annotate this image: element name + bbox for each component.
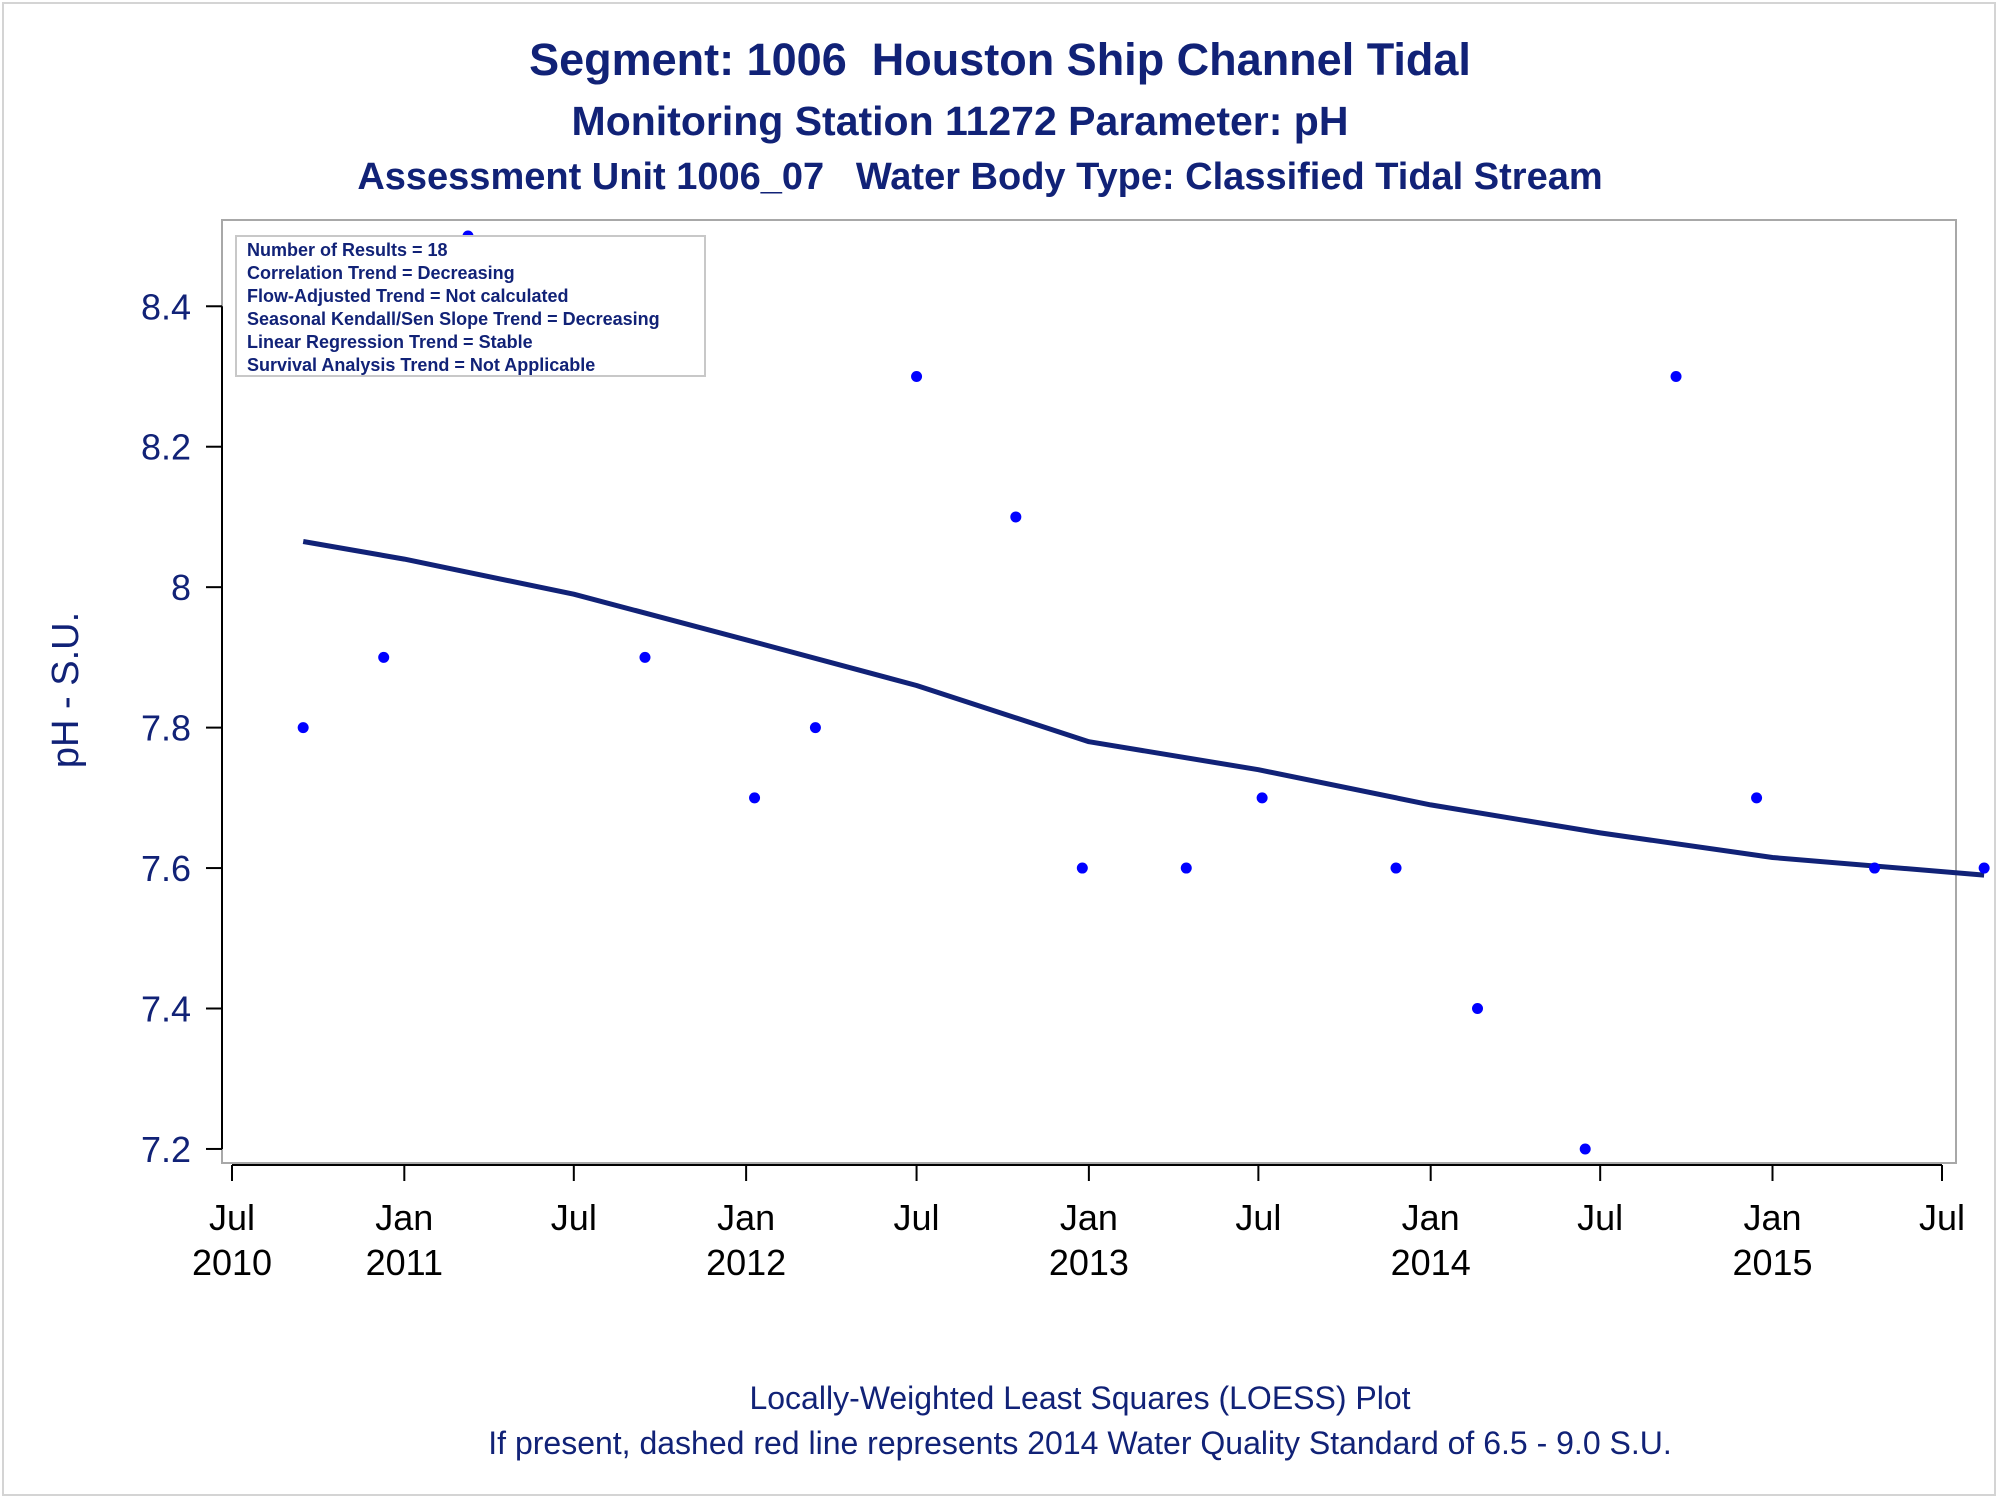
x-tick-year-label: 2013 [1049,1242,1129,1283]
x-tick-label: Jul [209,1197,255,1238]
x-tick-label: Jan [1060,1197,1118,1238]
x-tick-label: Jul [1919,1197,1965,1238]
stats-box-border [235,235,706,377]
stats-line: Linear Regression Trend = Stable [247,332,533,352]
data-point [1751,792,1763,804]
x-tick-label: Jul [1235,1197,1281,1238]
chart-title: Segment: 1006 Houston Ship Channel Tidal [529,34,1471,85]
stats-line: Flow-Adjusted Trend = Not calculated [247,286,569,306]
footnote-method: Locally-Weighted Least Squares (LOESS) P… [749,1380,1411,1416]
data-point [911,370,923,382]
y-tick-label: 7.2 [141,1129,191,1170]
x-tick-label: Jan [1743,1197,1801,1238]
data-point [639,651,651,663]
y-tick-label: 7.6 [141,848,191,889]
x-tick-label: Jan [1402,1197,1460,1238]
x-tick-label: Jan [717,1197,775,1238]
y-tick-label: 8 [171,567,191,608]
x-tick-year-label: 2011 [366,1242,443,1283]
y-axis-label: pH - S.U. [45,612,87,768]
data-point [1180,862,1192,874]
footnote-standard: If present, dashed red line represents 2… [488,1425,1672,1461]
data-point [1670,370,1682,382]
stats-line: Correlation Trend = Decreasing [247,263,515,283]
data-point [378,651,390,663]
data-point [1472,1003,1484,1015]
x-tick-label: Jul [551,1197,597,1238]
x-tick-year-label: 2010 [192,1242,272,1283]
x-tick-label: Jan [375,1197,433,1238]
data-point [1256,792,1268,804]
stats-line: Survival Analysis Trend = Not Applicable [247,355,595,375]
loess-line [302,539,1985,878]
chart-subtitle-station: Monitoring Station 11272 Parameter: pH [571,98,1349,144]
data-point [749,792,761,804]
chart-subtitle-assessment: Assessment Unit 1006_07 Water Body Type:… [357,156,1603,198]
y-tick-label: 8.2 [141,427,191,468]
loess-layer [302,539,1985,878]
data-point [1010,511,1022,523]
x-tick-label: Jul [894,1197,940,1238]
data-point [1579,1143,1591,1155]
x-tick-year-label: 2015 [1732,1242,1812,1283]
y-tick-label: 8.4 [141,286,191,327]
data-point [1869,862,1881,874]
data-point [809,722,821,734]
data-point [1076,862,1088,874]
x-tick-year-label: 2012 [706,1242,786,1283]
trend-stats-box: Number of Results = 18 Correlation Trend… [235,235,706,377]
y-tick-label: 7.4 [141,989,191,1030]
x-tick-label: Jul [1577,1197,1623,1238]
y-tick-label: 7.8 [141,708,191,749]
x-tick-year-label: 2014 [1391,1242,1471,1283]
data-point [1978,862,1990,874]
stats-line: Seasonal Kendall/Sen Slope Trend = Decre… [247,309,660,329]
data-point [1390,862,1402,874]
data-point [297,722,309,734]
stats-line: Number of Results = 18 [247,240,448,260]
